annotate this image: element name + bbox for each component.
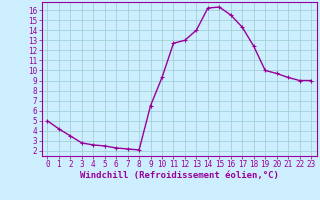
X-axis label: Windchill (Refroidissement éolien,°C): Windchill (Refroidissement éolien,°C): [80, 171, 279, 180]
